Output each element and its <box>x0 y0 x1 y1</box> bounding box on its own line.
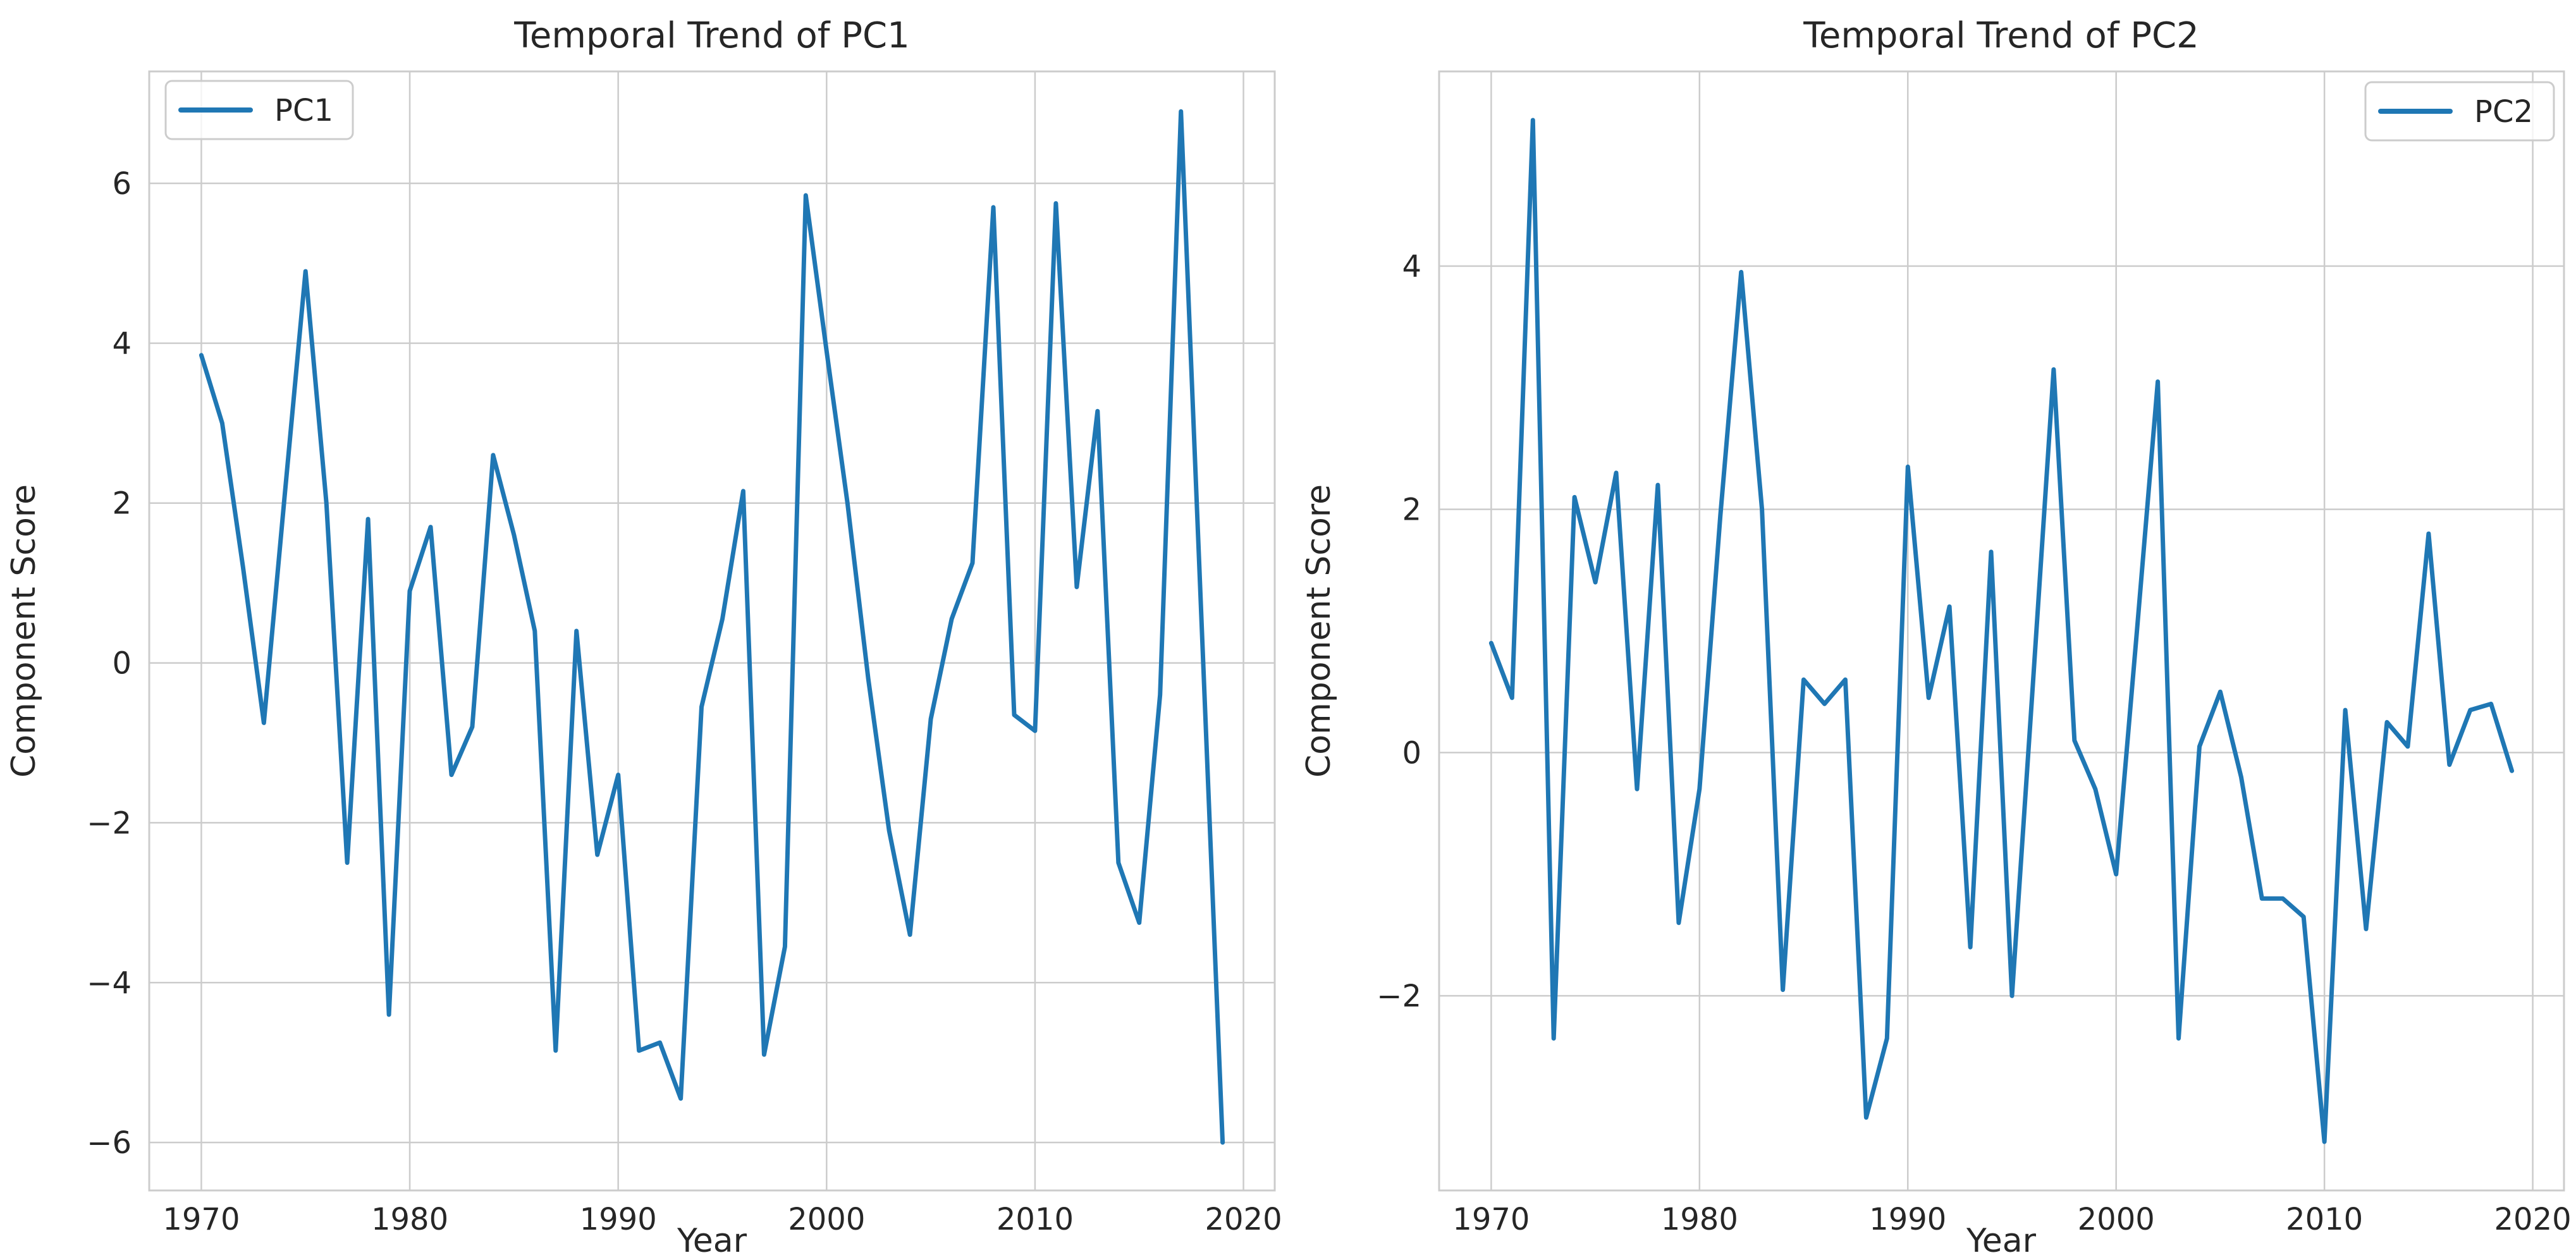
y-axis-label: Component Score <box>1300 484 1338 778</box>
x-tick-label: 1980 <box>1661 1202 1738 1237</box>
x-tick-label: 2010 <box>2286 1202 2363 1237</box>
x-tick-label: 1990 <box>1869 1202 1946 1237</box>
x-tick-label: 2010 <box>997 1202 1074 1237</box>
chart-title: Temporal Trend of PC1 <box>513 15 910 56</box>
y-tick-label: −2 <box>1377 979 1421 1014</box>
pc2-line-group <box>1488 118 2515 1144</box>
x-tick-label: 2020 <box>1205 1202 1282 1237</box>
pc1-line-group <box>199 109 1225 1145</box>
legend: PC2 <box>2364 81 2555 142</box>
x-axis-label: Year <box>1966 1222 2037 1260</box>
plot-border <box>148 70 1276 1192</box>
y-tick-label: 0 <box>1402 735 1421 771</box>
legend-box <box>2364 81 2555 142</box>
chart-title: Temporal Trend of PC2 <box>1803 15 2199 56</box>
x-tick-label: 1970 <box>163 1202 240 1237</box>
gridlines <box>149 71 1275 1190</box>
x-tick-label: 1990 <box>580 1202 657 1237</box>
x-tick-label: 2020 <box>2494 1202 2572 1237</box>
pc1-chart: 1970 1980 1990 2000 2010 2020 −6 −4 −2 0 2 4 6 Tempo… <box>5 15 1282 1260</box>
tick-labels: 1970 1980 1990 2000 2010 2020 −6 −4 −2 0 2 4 6 <box>87 166 1282 1237</box>
legend-box <box>164 80 354 140</box>
x-tick-label: 1980 <box>371 1202 448 1237</box>
x-tick-label: 1970 <box>1452 1202 1530 1237</box>
x-axis-label: Year <box>677 1222 747 1260</box>
y-tick-label: 2 <box>112 486 132 522</box>
legend-label: PC2 <box>2474 94 2533 130</box>
pc1-line <box>199 109 1225 1145</box>
y-tick-label: 4 <box>112 326 132 362</box>
y-tick-label: −6 <box>87 1125 132 1161</box>
y-tick-label: 2 <box>1402 492 1421 528</box>
gridlines <box>1439 71 2564 1190</box>
x-tick-label: 2000 <box>2078 1202 2155 1237</box>
y-tick-label: 4 <box>1402 249 1421 284</box>
y-tick-label: −2 <box>87 805 132 841</box>
plot-border <box>1438 70 2565 1192</box>
y-tick-label: −4 <box>87 965 132 1001</box>
legend-label: PC1 <box>274 93 333 128</box>
y-tick-label: 0 <box>112 646 132 682</box>
x-tick-label: 2000 <box>788 1202 865 1237</box>
pc2-line <box>1488 118 2515 1144</box>
legend: PC1 <box>164 80 354 140</box>
y-tick-label: 6 <box>112 166 132 202</box>
pc2-chart: 1970 1980 1990 2000 2010 2020 −2 0 2 4 Temporal T… <box>1300 15 2572 1260</box>
y-axis-label: Component Score <box>5 484 43 778</box>
tick-labels: 1970 1980 1990 2000 2010 2020 −2 0 2 4 <box>1377 249 2571 1237</box>
